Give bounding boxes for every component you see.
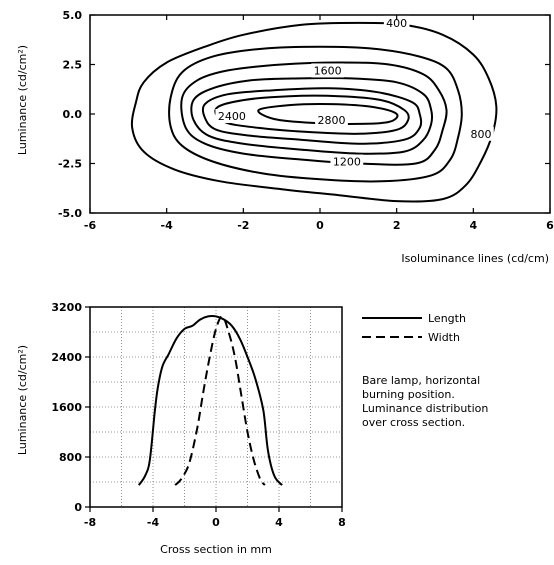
cross-section-x-tick-label: 0	[212, 516, 220, 529]
contour-label-bg	[315, 112, 348, 127]
cross-section-y-tick-label: 0	[74, 501, 82, 514]
cross-section-x-axis-label: Cross section in mm	[160, 543, 272, 556]
contour-1200	[180, 61, 448, 166]
contour-2000	[201, 87, 423, 145]
contour-label-bg	[311, 63, 345, 78]
cross-section-x-tick-label: 8	[338, 516, 346, 529]
contour-x-tick-label: 0	[316, 219, 324, 232]
contour-label: 2800	[318, 114, 346, 127]
contour-2400	[214, 94, 410, 135]
chart-annotation: Bare lamp, horizontal burning position. …	[362, 374, 488, 429]
contour-x-axis-label: Isoluminance lines (cd/cm)	[401, 252, 549, 265]
series-length	[137, 315, 283, 486]
contour-y-tick-label: 0.0	[63, 108, 83, 121]
contour-800	[168, 45, 463, 183]
cross-section-x-tick-label: -4	[147, 516, 160, 529]
contour-label: 2400	[218, 110, 246, 123]
contour-y-tick-label: 2.5	[63, 59, 83, 72]
contour-x-tick-label: 4	[470, 219, 478, 232]
contour-label-bg	[215, 108, 249, 123]
cross-section-y-ticks: 3200 2400 1600 800 0	[51, 301, 90, 514]
series-width	[174, 315, 266, 486]
legend: Length Width	[362, 312, 466, 344]
contour-label: 400	[386, 17, 407, 30]
contour-label: 1200	[333, 156, 361, 169]
cross-section-grid	[89, 306, 343, 508]
contour-chart: 400 1600 2400 2800 800 1200 -6 -4 -2 0 2 4 6 5.0 2.5…	[16, 9, 554, 265]
contour-y-axis-label: Luminance (cd/cm²)	[16, 45, 29, 155]
cross-section-chart: -8 -4 0 4 8 3200 2400 1600 800 0 Cross section i…	[16, 301, 346, 556]
contour-2800	[257, 102, 399, 125]
contour-label-bg	[330, 154, 364, 169]
contour-x-tick-label: 6	[546, 219, 554, 232]
cross-section-x-ticks: -8 -4 0 4 8	[84, 507, 346, 529]
contour-400	[130, 21, 498, 203]
cross-section-series	[137, 315, 283, 486]
annotation-line-1: Bare lamp, horizontal	[362, 374, 480, 387]
cross-section-y-tick-label: 800	[59, 451, 82, 464]
contour-y-tick-label: -2.5	[58, 158, 82, 171]
contour-x-tick-label: 2	[393, 219, 401, 232]
contour-1600	[190, 76, 434, 155]
annotation-line-2: burning position.	[362, 388, 455, 401]
contour-y-tick-label: 5.0	[63, 9, 83, 22]
contour-y-tick-label: -5.0	[58, 207, 82, 220]
annotation-line-4: over cross section.	[362, 416, 465, 429]
contour-label: 800	[471, 128, 492, 141]
cross-section-y-tick-label: 3200	[51, 301, 82, 314]
cross-section-y-axis-label: Luminance (cd/cm²)	[16, 345, 29, 455]
contour-labels: 400 1600 2400 2800 800 1200	[215, 15, 494, 169]
contour-x-tick-label: -4	[161, 219, 174, 232]
legend-length-label: Length	[428, 312, 466, 325]
contour-x-tick-label: -2	[237, 219, 249, 232]
contour-label-bg	[383, 15, 410, 30]
contour-label-bg	[468, 126, 494, 141]
contour-y-ticks: 5.0 2.5 0.0 -2.5 -5.0	[58, 9, 550, 220]
cross-section-x-tick-label: 4	[275, 516, 283, 529]
legend-width-label: Width	[428, 331, 460, 344]
cross-section-y-tick-label: 2400	[51, 351, 82, 364]
annotation-line-3: Luminance distribution	[362, 402, 488, 415]
contour-x-ticks: -6 -4 -2 0 2 4 6	[84, 15, 554, 232]
contour-x-tick-label: -6	[84, 219, 97, 232]
cross-section-x-tick-label: -8	[84, 516, 96, 529]
contour-label: 1600	[314, 64, 342, 77]
contour-lines	[130, 21, 498, 203]
cross-section-y-tick-label: 1600	[51, 401, 82, 414]
